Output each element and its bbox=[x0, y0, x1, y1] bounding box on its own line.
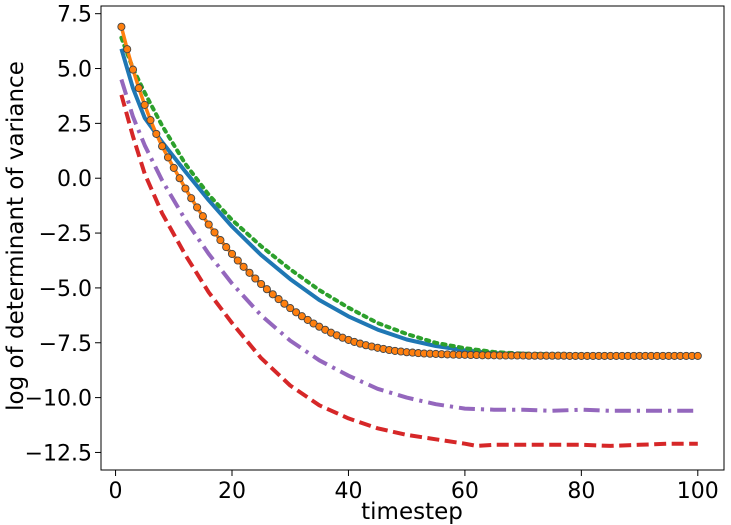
data-point bbox=[257, 279, 266, 289]
data-point bbox=[239, 262, 248, 271]
x-tick-label: 40 bbox=[334, 479, 362, 504]
data-point bbox=[286, 304, 295, 313]
data-point bbox=[134, 84, 143, 93]
y-tick-label: 0.0 bbox=[57, 167, 92, 192]
data-point bbox=[274, 295, 283, 304]
series-line-1-solid bbox=[119, 48, 698, 358]
data-point bbox=[693, 351, 702, 360]
data-point bbox=[181, 184, 190, 193]
series-line-3-dashdot bbox=[119, 78, 698, 413]
data-point bbox=[158, 142, 167, 151]
plot-frame bbox=[100, 5, 725, 471]
x-tick-label: 60 bbox=[451, 479, 479, 504]
data-point bbox=[303, 315, 312, 324]
data-point bbox=[123, 45, 132, 54]
data-point bbox=[198, 212, 207, 221]
y-tick-label: −12.5 bbox=[25, 441, 92, 466]
data-point bbox=[128, 65, 138, 74]
data-point bbox=[204, 220, 213, 229]
x-tick-label: 20 bbox=[218, 479, 246, 504]
data-point bbox=[245, 268, 254, 277]
y-axis-label: log of determinant of variance bbox=[3, 61, 29, 411]
data-point bbox=[262, 285, 271, 294]
data-point bbox=[163, 153, 173, 162]
data-point bbox=[251, 274, 260, 283]
y-tick-label: 7.5 bbox=[57, 3, 92, 28]
series-line-4-dashed bbox=[119, 94, 698, 448]
data-point bbox=[175, 174, 184, 183]
data-point bbox=[233, 256, 242, 265]
data-point bbox=[146, 116, 155, 125]
data-point bbox=[222, 243, 231, 252]
y-tick-label: −2.5 bbox=[39, 222, 92, 247]
data-point bbox=[140, 100, 149, 109]
data-point bbox=[193, 203, 202, 212]
data-point bbox=[297, 312, 306, 321]
axes: 0 20 40 60 80 100 7.5 5.0 2.5 0.0 −2.5 −5.0 −7.5 −10.… bbox=[25, 3, 725, 504]
data-point bbox=[216, 236, 225, 245]
data-point bbox=[152, 129, 161, 138]
data-point bbox=[210, 228, 219, 237]
x-tick-label: 0 bbox=[109, 479, 123, 504]
plot-area bbox=[117, 22, 702, 448]
y-tick-label: 5.0 bbox=[57, 58, 92, 83]
data-point bbox=[117, 22, 126, 31]
data-point bbox=[169, 163, 178, 172]
y-tick-label: −10.0 bbox=[25, 387, 92, 412]
x-tick-label: 80 bbox=[567, 479, 595, 504]
data-point bbox=[292, 308, 301, 317]
y-tick-label: −7.5 bbox=[39, 332, 92, 357]
data-point bbox=[268, 290, 277, 299]
y-tick-label: 2.5 bbox=[57, 112, 92, 137]
series-group bbox=[117, 22, 702, 448]
y-tick-label: −5.0 bbox=[39, 277, 92, 302]
x-axis-label: timestep bbox=[361, 499, 463, 525]
x-tick-label: 100 bbox=[677, 479, 719, 504]
data-point bbox=[227, 249, 237, 258]
data-point bbox=[280, 299, 289, 308]
data-point bbox=[187, 194, 196, 203]
